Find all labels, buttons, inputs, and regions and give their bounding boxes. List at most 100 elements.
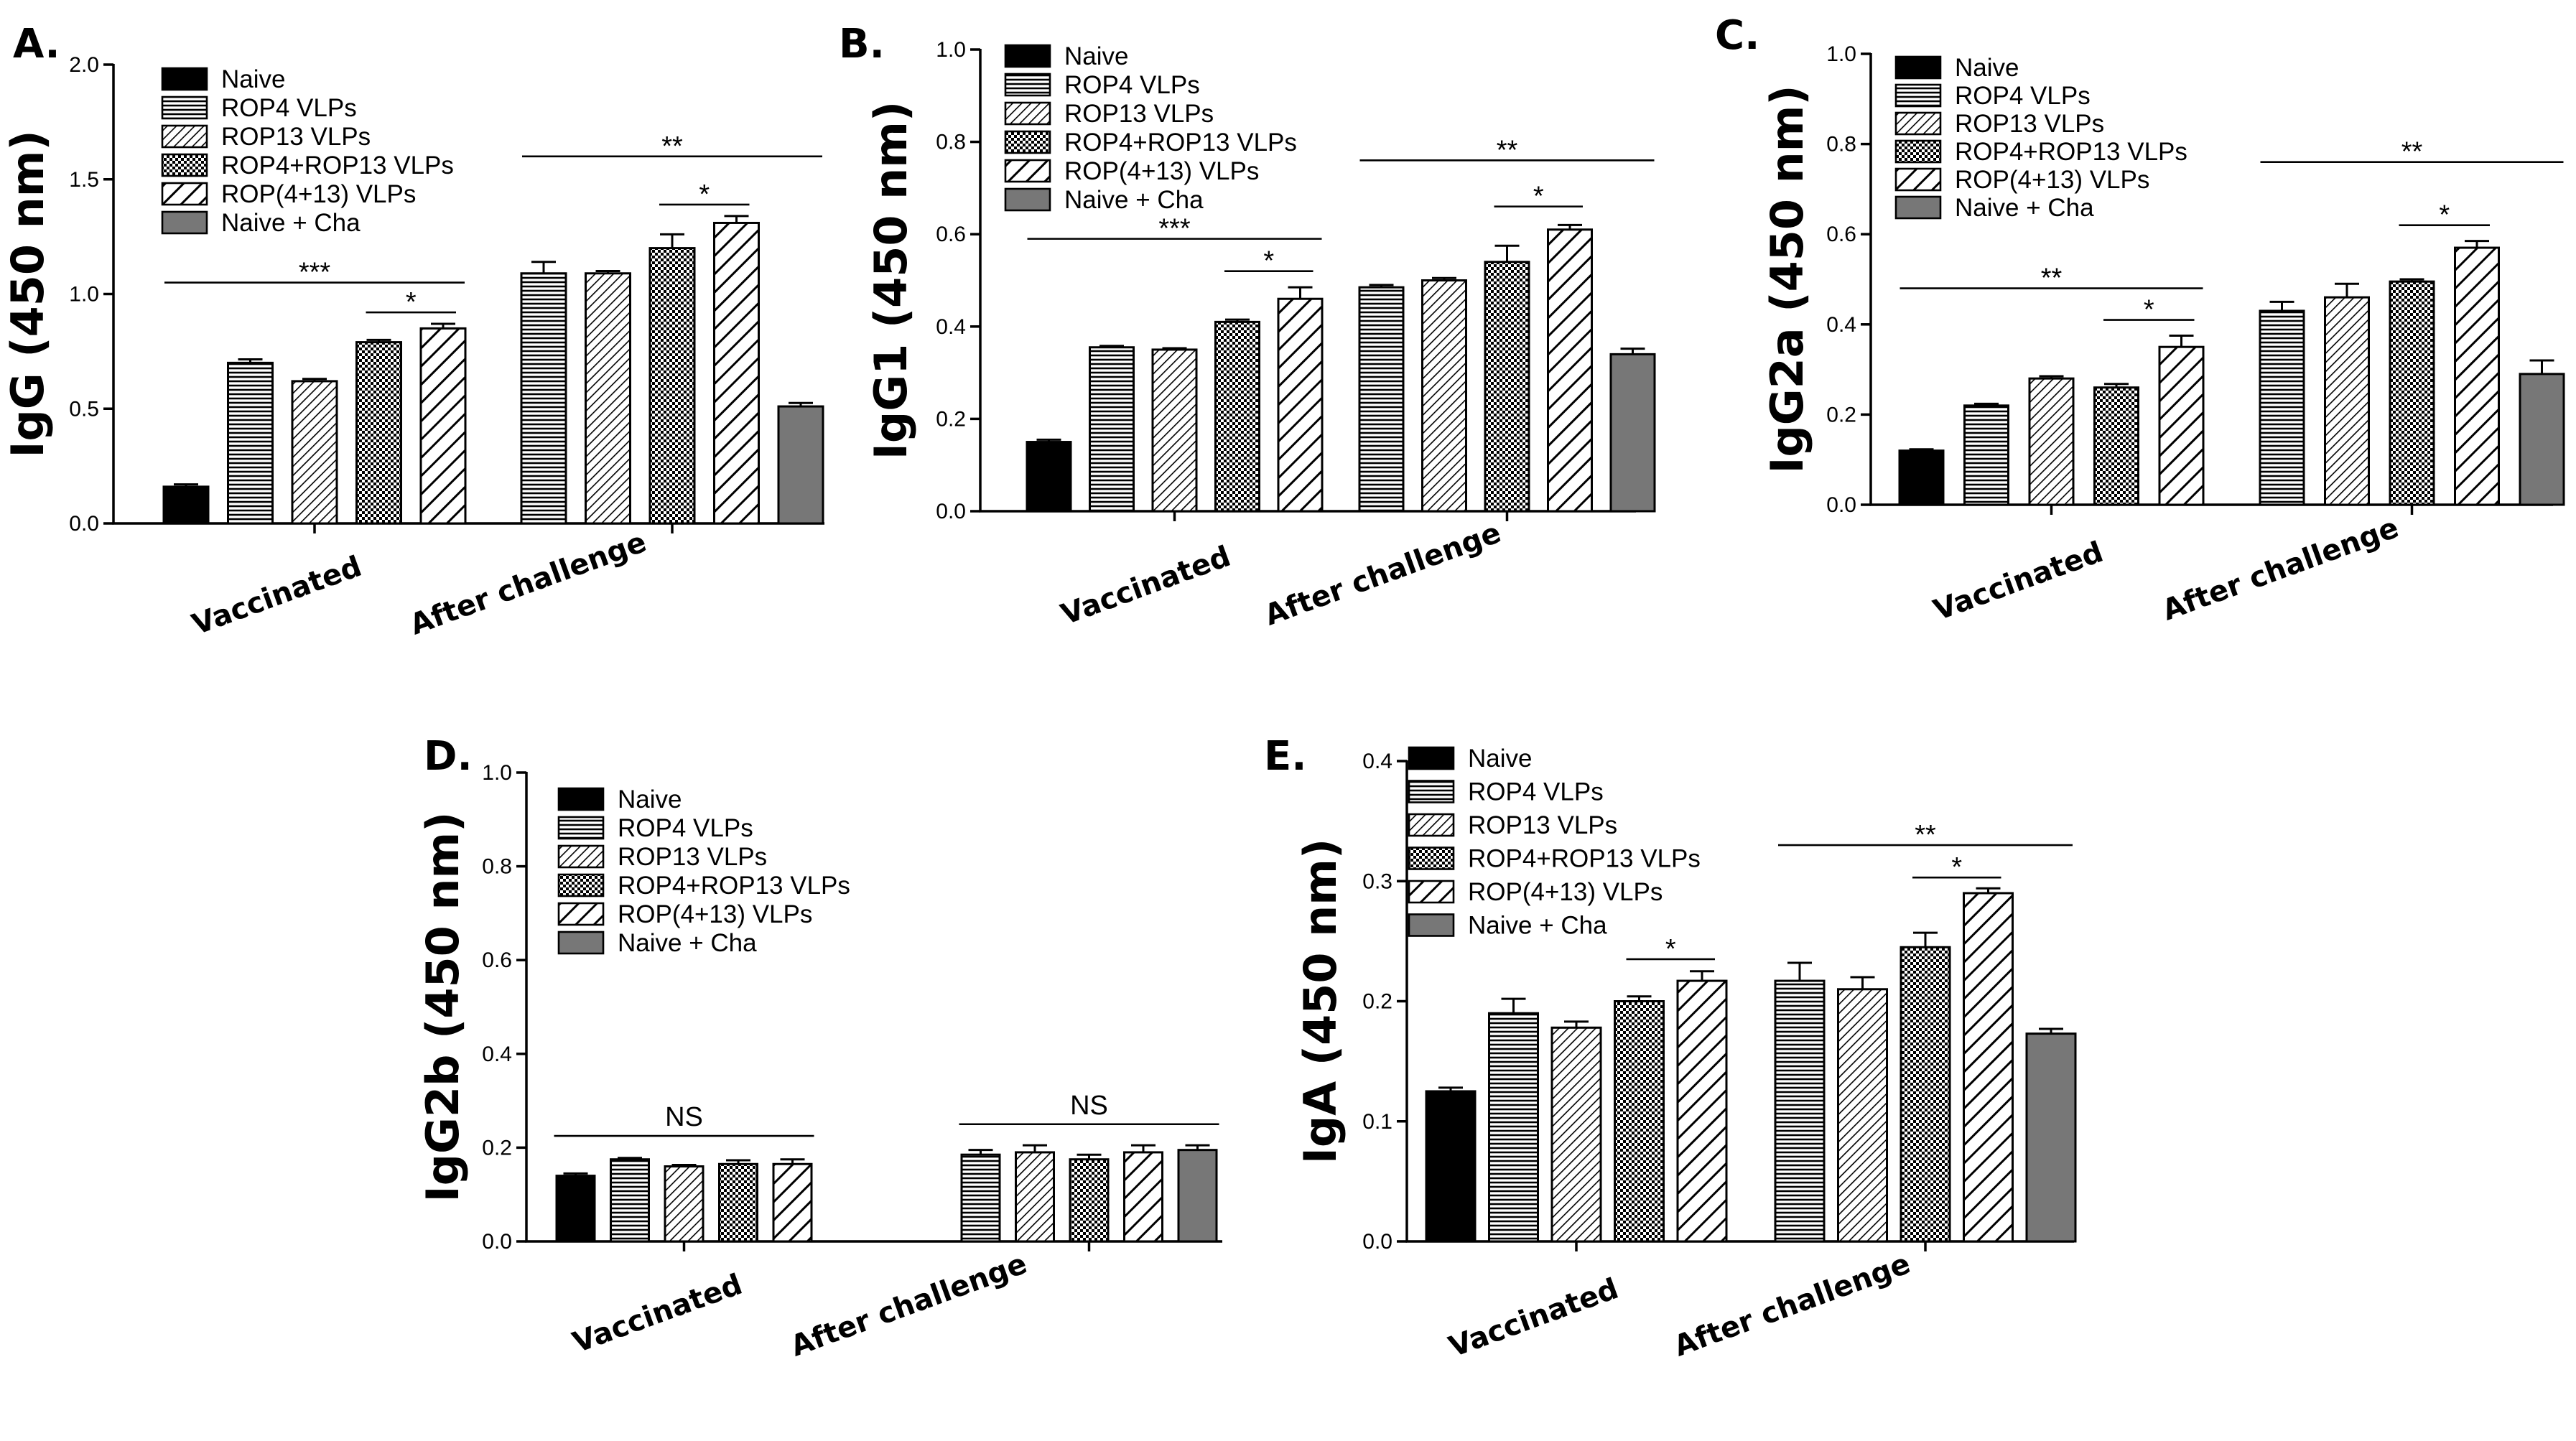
y-tick-label: 0.4 [936, 315, 966, 339]
legend-swatch [557, 844, 605, 869]
significance-label: ** [2401, 137, 2423, 167]
panel-label: B. [839, 21, 885, 67]
y-axis-label: IgG (450 nm) [1, 130, 54, 457]
bar-1-3 [1547, 228, 1593, 513]
legend-swatch [557, 931, 605, 955]
legend-label: ROP13 VLPs [1064, 100, 1214, 128]
legend-label: Naive + Cha [618, 929, 757, 957]
y-tick-label: 0.4 [482, 1043, 512, 1066]
bar-1-4 [2519, 373, 2565, 506]
bar-0-0 [1425, 1090, 1477, 1243]
legend-swatch [1894, 195, 1942, 220]
bar-0-3 [2093, 386, 2139, 506]
significance-label: * [406, 287, 417, 317]
legend-label: ROP(4+13) VLPs [1064, 157, 1259, 185]
bar-1-1 [1015, 1151, 1055, 1243]
significance-label: *** [299, 258, 331, 288]
legend-swatch [161, 153, 208, 177]
legend-label: ROP(4+13) VLPs [1955, 166, 2149, 194]
legend-label: ROP4 VLPs [1064, 71, 1200, 99]
legend-label: Naive + Cha [221, 209, 361, 237]
panel-label: D. [424, 733, 473, 780]
x-category-label: Vaccinated [1930, 536, 2108, 628]
y-tick-label: 2.0 [69, 53, 99, 77]
legend-label: ROP13 VLPs [221, 123, 371, 151]
y-tick-label: 1.5 [69, 168, 99, 192]
legend-swatch [161, 95, 208, 120]
legend-swatch [557, 816, 605, 840]
bar-0-1 [227, 361, 274, 525]
y-tick-label: 0.0 [1826, 493, 1856, 517]
chart-panel-c: C.IgG2a (450 nm) 0.0 0.2 0.4 0.6 0.8 1.0 Vaccin… [1715, 12, 2565, 628]
x-category-label: After challenge [1260, 516, 1505, 633]
y-tick-label: 0.3 [1362, 869, 1392, 893]
legend-swatch [161, 182, 208, 206]
bar-1-4 [1609, 353, 1656, 513]
legend-label: ROP4+ROP13 VLPs [221, 151, 454, 179]
legend-label: Naive [221, 65, 285, 93]
bar-0-3 [1214, 320, 1260, 513]
legend-swatch [1894, 111, 1942, 136]
bar-1-0 [2259, 309, 2305, 506]
bar-0-1 [1963, 404, 2009, 506]
legend-swatch [557, 902, 605, 926]
panel-label: A. [13, 21, 60, 67]
bar-1-2 [2389, 280, 2435, 506]
y-tick-label: 0.8 [936, 131, 966, 154]
legend-swatch [1894, 83, 1942, 108]
bar-1-1 [585, 272, 631, 525]
legend-swatch [1004, 159, 1051, 183]
legend-label: ROP13 VLPs [618, 843, 767, 871]
bar-1-0 [1358, 286, 1405, 513]
legend-swatch [1004, 101, 1051, 126]
bar-1-2 [1484, 261, 1530, 513]
legend-label: ROP(4+13) VLPs [618, 900, 812, 928]
legend-swatch [161, 67, 208, 91]
legend-label: ROP4 VLPs [1468, 778, 1604, 806]
bar-0-3 [1614, 1000, 1665, 1243]
y-tick-label: 0.4 [1362, 750, 1392, 773]
y-tick-label: 1.0 [936, 38, 966, 62]
significance-label: ** [2041, 264, 2063, 294]
legend-swatch [1408, 880, 1455, 904]
legend-label: Naive + Cha [1468, 912, 1607, 940]
y-tick-label: 0.8 [1826, 133, 1856, 157]
legend-swatch [1408, 847, 1455, 870]
bar-1-3 [713, 221, 760, 525]
legend-swatch [161, 210, 208, 235]
significance-label: NS [1070, 1091, 1108, 1121]
legend-label: ROP4+ROP13 VLPs [1468, 845, 1701, 873]
y-tick-label: 1.0 [1826, 42, 1856, 66]
bar-0-0 [1026, 441, 1072, 513]
legend-label: ROP13 VLPs [1468, 811, 1617, 839]
y-tick-label: 0.0 [1362, 1230, 1392, 1254]
bar-1-1 [2324, 296, 2370, 506]
legend-label: Naive [1955, 54, 2019, 82]
y-tick-label: 1.0 [69, 283, 99, 307]
bar-0-3 [355, 341, 402, 525]
bar-1-4 [2025, 1032, 2077, 1243]
significance-label: * [1665, 934, 1676, 964]
significance-label: * [2439, 200, 2450, 230]
bar-0-4 [1676, 979, 1728, 1243]
legend-swatch [1408, 913, 1455, 937]
y-tick-label: 0.0 [936, 500, 966, 523]
chart-panel-b: B. IgG1 (450 nm) 0.0 0.2 0.4 0.6 0.8 1.0 Vaccina… [839, 21, 1656, 633]
significance-label: NS [665, 1102, 703, 1132]
panel-label: E. [1264, 733, 1307, 780]
bar-1-0 [1774, 979, 1826, 1243]
legend-label: Naive [1064, 42, 1128, 70]
bar-1-1 [1837, 988, 1888, 1243]
y-axis-label: IgG1 (450 nm) [865, 101, 917, 460]
legend-swatch [557, 787, 605, 811]
bar-1-3 [1123, 1151, 1163, 1243]
bar-0-0 [555, 1175, 596, 1243]
legend-label: ROP13 VLPs [1955, 110, 2104, 138]
y-tick-label: 0.6 [1826, 223, 1856, 246]
legend-swatch [557, 873, 605, 897]
x-category-label: After challenge [406, 526, 651, 642]
y-tick-label: 0.2 [936, 407, 966, 431]
chart-panel-d: D. IgG2b (450 nm) 0.0 0.2 0.4 0.6 0.8 1.0 Vaccin… [417, 733, 1222, 1363]
y-axis-label: IgA (450 nm) [1294, 839, 1347, 1164]
